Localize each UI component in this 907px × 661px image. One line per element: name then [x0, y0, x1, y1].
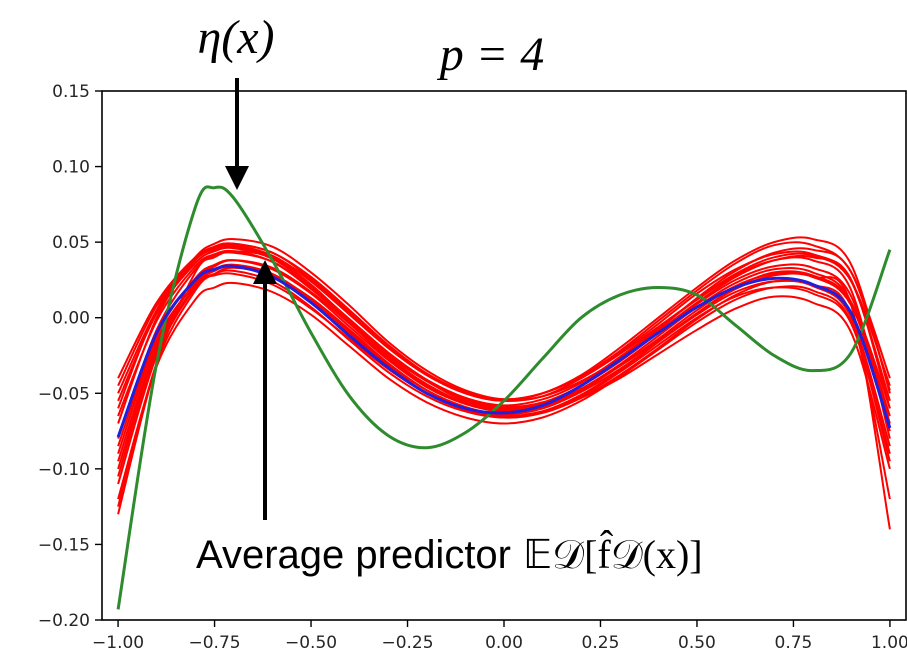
fit-line-2: [117, 250, 891, 515]
fit-line-18: [117, 242, 891, 402]
y-tick-label: −0.10: [38, 460, 90, 480]
annotations: η(x) p = 4 Average predictor 𝔼𝒟[f̂𝒟(x)]: [196, 11, 703, 577]
fit-line-10: [117, 281, 891, 500]
axes: −1.00 −0.75 −0.50 −0.25 0.00 0.25 0.50 0.75 1.00…: [38, 82, 907, 653]
x-tick-label: −0.25: [381, 633, 433, 653]
y-tick-label: 0.15: [52, 82, 90, 102]
curves: [116, 185, 892, 610]
x-tick-label: −0.75: [189, 633, 241, 653]
x-tick-label: 0.75: [775, 633, 813, 653]
y-tick-label: −0.20: [38, 611, 90, 631]
fit-line-9: [117, 243, 891, 409]
x-tick-label: 0.50: [678, 633, 716, 653]
average-predictor-text: Average predictor: [196, 533, 511, 577]
x-tick-label: 1.00: [871, 633, 907, 653]
fit-line-13: [117, 265, 891, 477]
eta-label: η(x): [197, 11, 274, 64]
average-predictor-label: Average predictor 𝔼𝒟[f̂𝒟(x)]: [196, 530, 703, 577]
x-tick-label: 0.00: [485, 633, 523, 653]
true-function-line: [116, 185, 892, 610]
chart-title: p = 4: [437, 28, 544, 81]
eta-arrow-head: [225, 166, 249, 190]
fit-line-17: [117, 263, 891, 530]
fit-line-5: [117, 269, 891, 485]
fit-line-11: [117, 251, 891, 439]
fit-line-6: [117, 272, 891, 470]
x-tick-label: −0.50: [285, 633, 337, 653]
y-tick-label: −0.05: [38, 384, 90, 404]
y-tick-label: 0.00: [52, 309, 90, 329]
fit-line-14: [117, 266, 891, 507]
average-arrow-head: [253, 260, 277, 284]
fit-line-8: [117, 259, 891, 470]
x-tick-label: 0.25: [582, 633, 620, 653]
fit-line-16: [117, 259, 891, 447]
y-tick-label: 0.10: [52, 158, 90, 178]
y-tick-label: −0.15: [38, 535, 90, 555]
y-tick-label: 0.05: [52, 233, 90, 253]
fit-line-12: [117, 247, 891, 417]
average-predictor-math: 𝔼𝒟[f̂𝒟(x)]: [523, 530, 703, 577]
fit-line-15: [117, 246, 891, 407]
x-tick-label: −1.00: [92, 633, 144, 653]
average-line: [116, 264, 892, 438]
